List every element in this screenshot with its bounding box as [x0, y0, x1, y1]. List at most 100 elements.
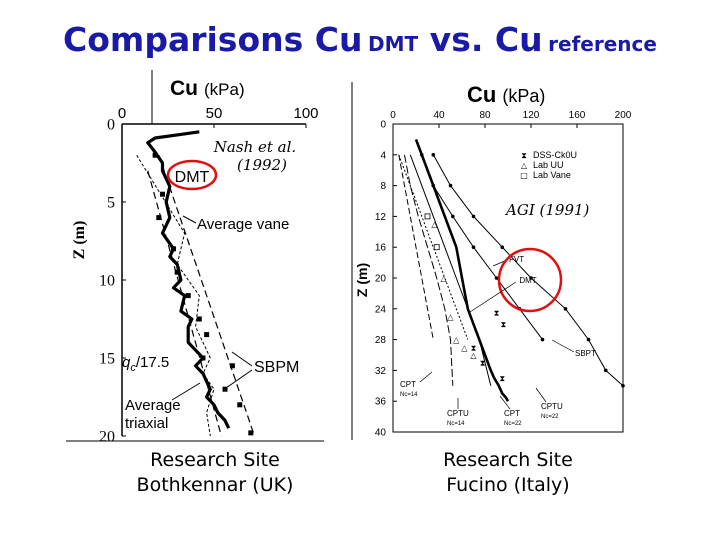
average-triaxial-line2: triaxial	[125, 415, 168, 432]
dss-point: ⧗	[499, 374, 505, 383]
y-tick-label: 15	[99, 351, 115, 368]
caption-right-line1: Research Site	[443, 449, 573, 471]
average-triaxial-line1: Average	[125, 397, 181, 414]
cptu-nc22-label-line2: Nc=22	[541, 414, 559, 420]
sbpm-label: SBPM	[254, 359, 299, 376]
cptu-nc14-label-line1: CPTU	[447, 409, 469, 418]
legend-label-2: Lab Vane	[533, 170, 571, 180]
lab-uu-point: △	[453, 336, 460, 345]
sbpt-point	[621, 384, 625, 388]
y-tick-label: 28	[375, 335, 387, 346]
cpt-nc22-label-line2: Nc=22	[504, 421, 522, 427]
x-tick-label: 200	[615, 110, 632, 121]
average-vane-arrow	[182, 215, 197, 224]
legend-symbol: ⧗	[521, 151, 527, 160]
sbpm-point	[196, 316, 202, 322]
series-qc-line	[136, 154, 215, 437]
sbpm-arrow	[231, 351, 253, 367]
y-axis-title: Z (m)	[71, 221, 88, 260]
y-tick-label: 8	[380, 181, 386, 192]
y-tick-label: 4	[380, 150, 386, 161]
sbpt-point	[500, 245, 505, 249]
sbpm-point	[185, 293, 191, 299]
y-tick-label: 5	[107, 195, 115, 212]
sbpt-point	[448, 183, 453, 188]
y-tick-label: 0	[107, 117, 115, 134]
slide-title: Comparisons Cu DMT vs. Cu reference	[0, 20, 720, 59]
lab-uu-point: △	[441, 274, 448, 283]
fvt-point	[494, 276, 499, 280]
cptu-nc22-label: CPTU Nc=22	[541, 402, 563, 420]
sbpm-point	[159, 191, 165, 197]
y-tick-label: 10	[99, 273, 115, 290]
cptu-nc14-label-line2: Nc=14	[447, 421, 465, 427]
lab-uu-point: △	[431, 220, 438, 229]
sbpt-label: SBPT	[575, 349, 596, 358]
sbpm-point	[200, 355, 206, 361]
agi-source-label: AGI (1991)	[504, 201, 590, 219]
sbpm-point	[204, 332, 210, 338]
title-subscript-dmt: DMT	[368, 32, 419, 56]
qc-label: qc/17.5	[122, 354, 169, 374]
dmt-label: DMT	[175, 169, 210, 186]
y-tick-label: 32	[375, 366, 387, 377]
sbpm-arrow-2	[225, 369, 253, 389]
cptu-nc22-label-line1: CPTU	[541, 402, 563, 411]
lab-uu-point: △	[470, 351, 477, 360]
cpt-nc22-label-line1: CPT	[504, 409, 520, 418]
lab-uu-point: △	[461, 343, 468, 352]
series-cpt-nc22-line	[404, 154, 454, 386]
x-tick-label: 40	[433, 110, 445, 121]
y-tick-label: 20	[375, 274, 387, 285]
series-cptu-nc22-line	[398, 154, 434, 340]
fvt-label: FVT	[509, 255, 524, 264]
legend-symbol: □	[520, 171, 528, 180]
sbpm-point	[237, 402, 243, 408]
sbpt-point	[603, 368, 608, 373]
cptu-nc14-label: CPTU Nc=14	[447, 409, 469, 427]
series-average-vane-line	[158, 155, 256, 437]
sbpm-point	[156, 215, 162, 221]
nash-source-line1: Nash et al.	[213, 138, 296, 156]
dmt-highlight-circle	[497, 247, 563, 313]
cpt-nc22-arrow	[499, 395, 511, 410]
legend-symbol: △	[521, 161, 528, 170]
caption-right: Research Site Fucino (Italy)	[378, 448, 638, 498]
y-tick-label: 24	[375, 304, 387, 315]
sbpt-point	[563, 307, 568, 311]
dmt-label: DMT	[519, 276, 536, 285]
dss-point: ⧗	[501, 320, 507, 329]
x-tick-label: 50	[206, 105, 223, 122]
sbpt-point	[529, 276, 533, 280]
x-axis-title: Cu (kPa)	[467, 82, 545, 107]
x-tick-label: 0	[390, 110, 396, 121]
sbpm-point	[248, 430, 254, 436]
cpt-nc14-arrow	[419, 371, 433, 383]
cpt-nc14-label: CPT Nc=14	[400, 380, 418, 398]
title-subscript-reference: reference	[548, 32, 657, 56]
sbpm-point	[174, 269, 180, 275]
y-axis-title: Z (m)	[354, 263, 370, 297]
lab-vane-point	[433, 244, 440, 251]
legend-label-0: DSS-Ck0U	[533, 150, 577, 160]
cpt-nc14-label-line1: CPT	[400, 380, 416, 389]
series-dmt-line	[146, 130, 231, 429]
series-cpt-nc14-line	[409, 154, 492, 386]
y-tick-label: 0	[380, 120, 386, 131]
y-tick-label: 20	[99, 429, 115, 446]
sbpm-point	[229, 363, 235, 369]
cptu-nc22-arrow	[535, 387, 547, 403]
chart-fucino: 0 40 80 120 160 200 0 4 8 12 16 20 24 28 32 36 40 Cu (kPa)…	[351, 82, 632, 440]
dss-point: ⧗	[480, 359, 486, 368]
sbpt-point	[586, 337, 591, 342]
x-tick-label: 100	[293, 105, 318, 122]
sbpt-arrow	[551, 339, 575, 353]
series-dmt-line	[414, 138, 510, 402]
x-tick-label: 120	[523, 110, 540, 121]
qc-symbol: q	[122, 354, 131, 371]
sbpt-point	[431, 153, 436, 157]
caption-left-line2: Bothkennar (UK)	[136, 474, 294, 496]
dmt-highlight-circle	[166, 159, 218, 191]
qc-divisor: /17.5	[136, 354, 169, 371]
series-average-triaxial-line	[147, 170, 222, 437]
